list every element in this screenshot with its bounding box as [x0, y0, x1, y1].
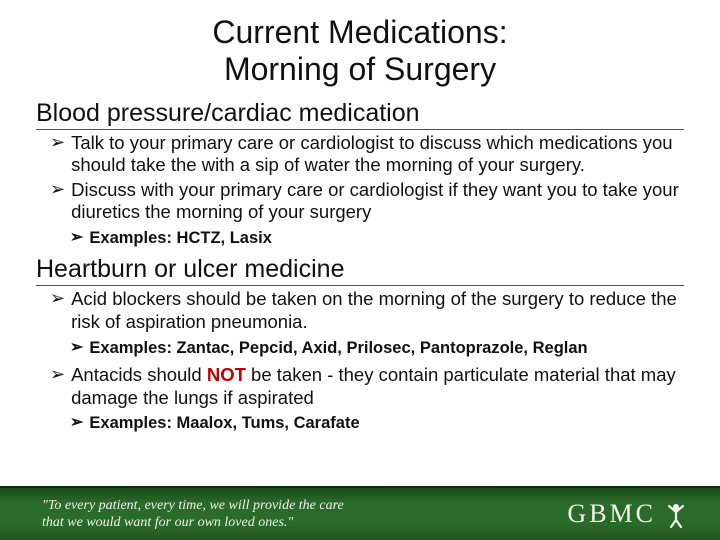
logo-text: GBMC	[567, 499, 656, 529]
bullet-text: Talk to your primary care or cardiologis…	[71, 132, 684, 177]
section-heading-heartburn: Heartburn or ulcer medicine	[36, 254, 684, 286]
title-line-2: Morning of Surgery	[224, 51, 496, 87]
slide: Current Medications: Morning of Surgery …	[0, 0, 720, 540]
slide-footer: "To every patient, every time, we will p…	[0, 486, 720, 540]
bullet-text-body: Acid blockers should be taken on the mor…	[71, 288, 677, 332]
bullet-text: Acid blockers should be taken on the mor…	[71, 288, 684, 333]
sub-bullet-text: Examples: Zantac, Pepcid, Axid, Prilosec…	[89, 338, 587, 359]
sub-bullet-item: ➢ Examples: HCTZ, Lasix	[70, 228, 684, 249]
slide-title: Current Medications: Morning of Surgery	[36, 14, 684, 88]
bullet-marker-icon: ➢	[70, 228, 83, 248]
bullet-item: ➢ Antacids should NOT be taken - they co…	[50, 364, 684, 409]
bullet-marker-icon: ➢	[50, 132, 65, 154]
title-line-1: Current Medications:	[212, 14, 507, 50]
sub-bullet-text: Examples: HCTZ, Lasix	[89, 228, 271, 249]
bullet-marker-icon: ➢	[50, 364, 65, 386]
bullet-text-before: Antacids should	[71, 364, 207, 385]
bullet-item: ➢ Discuss with your primary care or card…	[50, 179, 684, 224]
bullet-marker-icon: ➢	[70, 413, 83, 433]
sub-bullet-item: ➢ Examples: Zantac, Pepcid, Axid, Prilos…	[70, 338, 684, 359]
person-raised-arms-icon	[662, 500, 690, 528]
section-heading-bp: Blood pressure/cardiac medication	[36, 98, 684, 130]
bullet-text: Antacids should NOT be taken - they cont…	[71, 364, 684, 409]
bullet-marker-icon: ➢	[50, 288, 65, 310]
sub-bullet-text: Examples: Maalox, Tums, Carafate	[89, 413, 359, 434]
footer-quote-line2: that we would want for our own loved one…	[42, 515, 293, 530]
footer-quote-line1: "To every patient, every time, we will p…	[42, 498, 344, 513]
bullet-text: Discuss with your primary care or cardio…	[71, 179, 684, 224]
footer-logo: GBMC	[567, 499, 690, 529]
bullet-marker-icon: ➢	[70, 338, 83, 358]
sub-bullet-item: ➢ Examples: Maalox, Tums, Carafate	[70, 413, 684, 434]
bullet-marker-icon: ➢	[50, 179, 65, 201]
bullet-item: ➢ Talk to your primary care or cardiolog…	[50, 132, 684, 177]
footer-quote: "To every patient, every time, we will p…	[42, 497, 344, 532]
bullet-item: ➢ Acid blockers should be taken on the m…	[50, 288, 684, 333]
emphasis-not: NOT	[207, 364, 246, 385]
